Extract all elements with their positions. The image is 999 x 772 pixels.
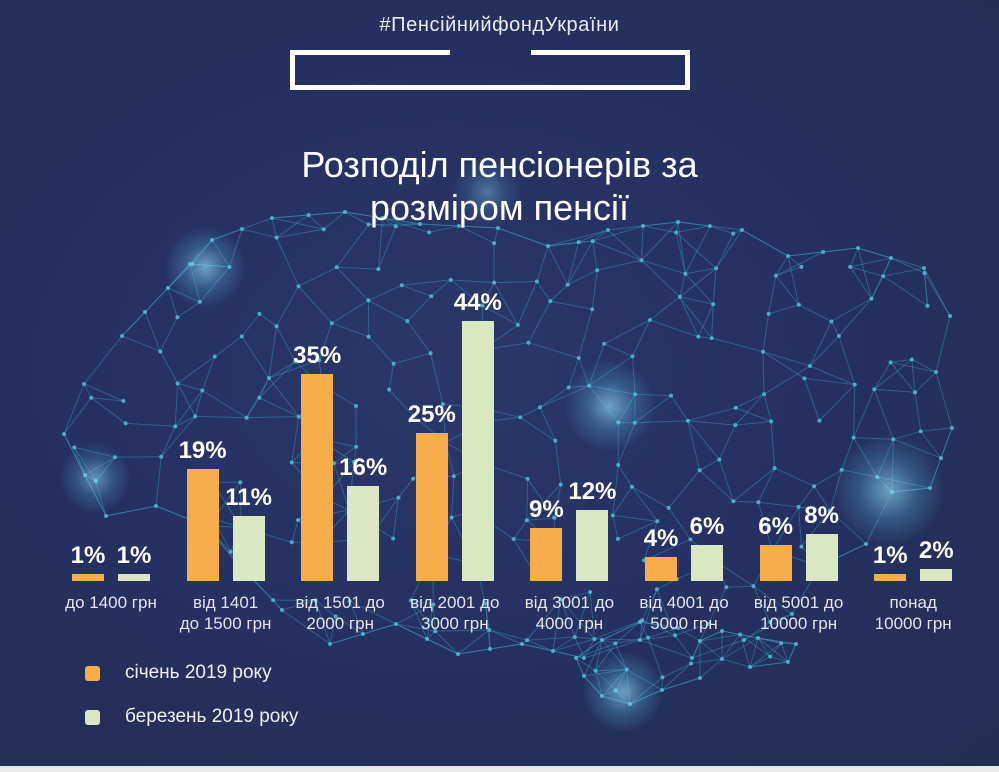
bar-march <box>691 545 723 581</box>
bar-march <box>347 486 380 581</box>
bar-value-label: 19% <box>178 437 227 464</box>
bar-value-label: 1% <box>116 542 152 569</box>
bar-january <box>759 545 792 581</box>
bar-value-label: 1% <box>872 542 908 569</box>
chart-title-line2: розміром пенсії <box>369 187 630 228</box>
bar-january <box>645 557 677 581</box>
bar-value-label: 6% <box>689 513 725 540</box>
bar-value-label: 16% <box>339 454 388 481</box>
bar-march <box>232 516 265 581</box>
bar-january <box>186 469 219 581</box>
bar-value-label: 25% <box>407 401 456 428</box>
header-box-border <box>290 50 295 90</box>
bar-march <box>576 510 609 581</box>
bar-value-label: 4% <box>643 525 679 552</box>
bar-january <box>72 574 104 581</box>
category-label: понад 10000 грн <box>874 593 952 633</box>
legend-item-january: січень 2019 року <box>85 662 272 684</box>
category-label: від 2001 до 3000 грн <box>410 593 500 633</box>
bar-march <box>461 321 494 581</box>
bottom-strip <box>0 766 999 772</box>
header-box <box>290 50 690 90</box>
bar-january <box>415 433 448 581</box>
bar-january <box>301 374 334 581</box>
bar-value-label: 12% <box>568 478 617 505</box>
category-label: від 4001 до 5000 грн <box>639 593 729 633</box>
header-box-border <box>290 85 690 90</box>
bar-value-label: 8% <box>804 502 839 529</box>
bar-march <box>118 574 150 581</box>
bar-january <box>874 574 907 581</box>
chart-title: Розподіл пенсіонерів за розміром пенсії <box>0 143 999 229</box>
bar-value-label: 2% <box>918 537 954 564</box>
bar-march <box>920 569 953 581</box>
bar-value-label: 44% <box>453 289 502 316</box>
header-box-border <box>531 50 690 55</box>
bar-value-label: 9% <box>529 496 564 523</box>
category-label: від 1401 до 1500 грн <box>179 593 272 633</box>
hashtag: #ПенсійнийфондУкраїни <box>379 14 620 36</box>
legend-label-january: січень 2019 року <box>125 662 272 683</box>
bar-value-label: 11% <box>225 484 272 511</box>
chart-title-line1: Розподіл пенсіонерів за <box>301 144 698 185</box>
bar-value-label: 6% <box>758 513 793 540</box>
bar-march <box>805 534 838 581</box>
header-box-border <box>685 50 690 90</box>
legend-label-march: березень 2019 року <box>125 706 299 727</box>
legend-swatch-march <box>85 709 100 725</box>
category-label: від 3001 до 4000 грн <box>524 593 615 633</box>
category-label: від 5001 до 10000 грн <box>753 593 844 633</box>
bar-january <box>530 528 563 581</box>
header-box-border <box>290 50 450 55</box>
category-label: до 1400 грн <box>65 593 157 612</box>
category-label: від 1501 до 2000 грн <box>295 593 385 633</box>
bar-value-label: 35% <box>293 342 342 369</box>
bar-value-label: 1% <box>70 542 106 569</box>
legend-item-march: березень 2019 року <box>85 706 298 728</box>
legend-swatch-january <box>85 665 100 681</box>
